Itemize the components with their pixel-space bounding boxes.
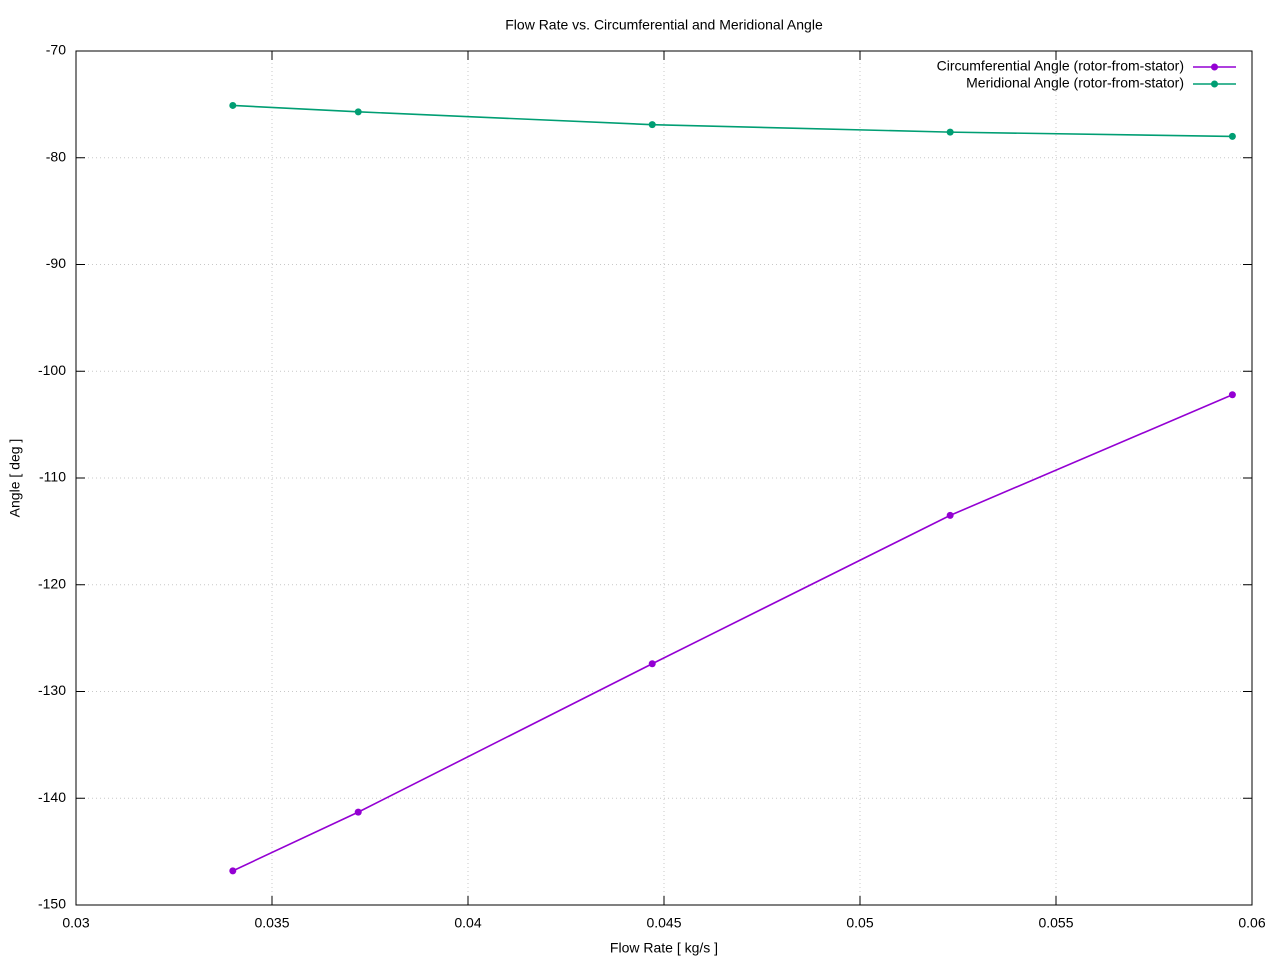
series-line — [232, 393, 1233, 872]
data-point — [229, 867, 237, 875]
x-tick-label: 0.035 — [254, 915, 289, 931]
data-point — [648, 660, 656, 668]
legend-swatch-point — [1211, 80, 1218, 88]
x-axis-label: Flow Rate [ kg/s ] — [610, 940, 718, 956]
y-tick-label: -140 — [38, 789, 66, 805]
x-tick-label: 0.05 — [846, 915, 873, 931]
y-tick-label: -150 — [38, 896, 66, 912]
x-tick-label: 0.04 — [454, 915, 481, 931]
x-tick-label: 0.03 — [62, 915, 89, 931]
legend-swatch-point — [1211, 63, 1218, 71]
x-tick-label: 0.06 — [1238, 915, 1265, 931]
data-point — [946, 511, 954, 519]
x-tick-label: 0.055 — [1038, 915, 1073, 931]
data-point — [354, 108, 362, 116]
y-axis-label: Angle [ deg ] — [7, 439, 23, 518]
data-point — [1228, 391, 1236, 399]
y-tick-label: -100 — [38, 362, 66, 378]
legend-label: Circumferential Angle (rotor-from-stator… — [937, 58, 1184, 74]
x-tick-label: 0.045 — [646, 915, 681, 931]
data-point — [648, 121, 656, 129]
data-point — [946, 128, 954, 136]
y-tick-label: -80 — [46, 148, 66, 164]
y-tick-label: -130 — [38, 682, 66, 698]
y-tick-label: -110 — [39, 469, 66, 485]
series-line — [232, 104, 1233, 138]
plot-border — [75, 50, 1253, 906]
y-tick-label: -120 — [38, 575, 66, 591]
y-tick-label: -70 — [46, 42, 66, 58]
data-point — [354, 808, 362, 816]
y-tick-label: -90 — [46, 255, 66, 271]
data-point — [1228, 132, 1236, 140]
chart-title: Flow Rate vs. Circumferential and Meridi… — [505, 17, 823, 33]
data-point — [229, 101, 237, 109]
legend-label: Meridional Angle (rotor-from-stator) — [966, 75, 1184, 91]
